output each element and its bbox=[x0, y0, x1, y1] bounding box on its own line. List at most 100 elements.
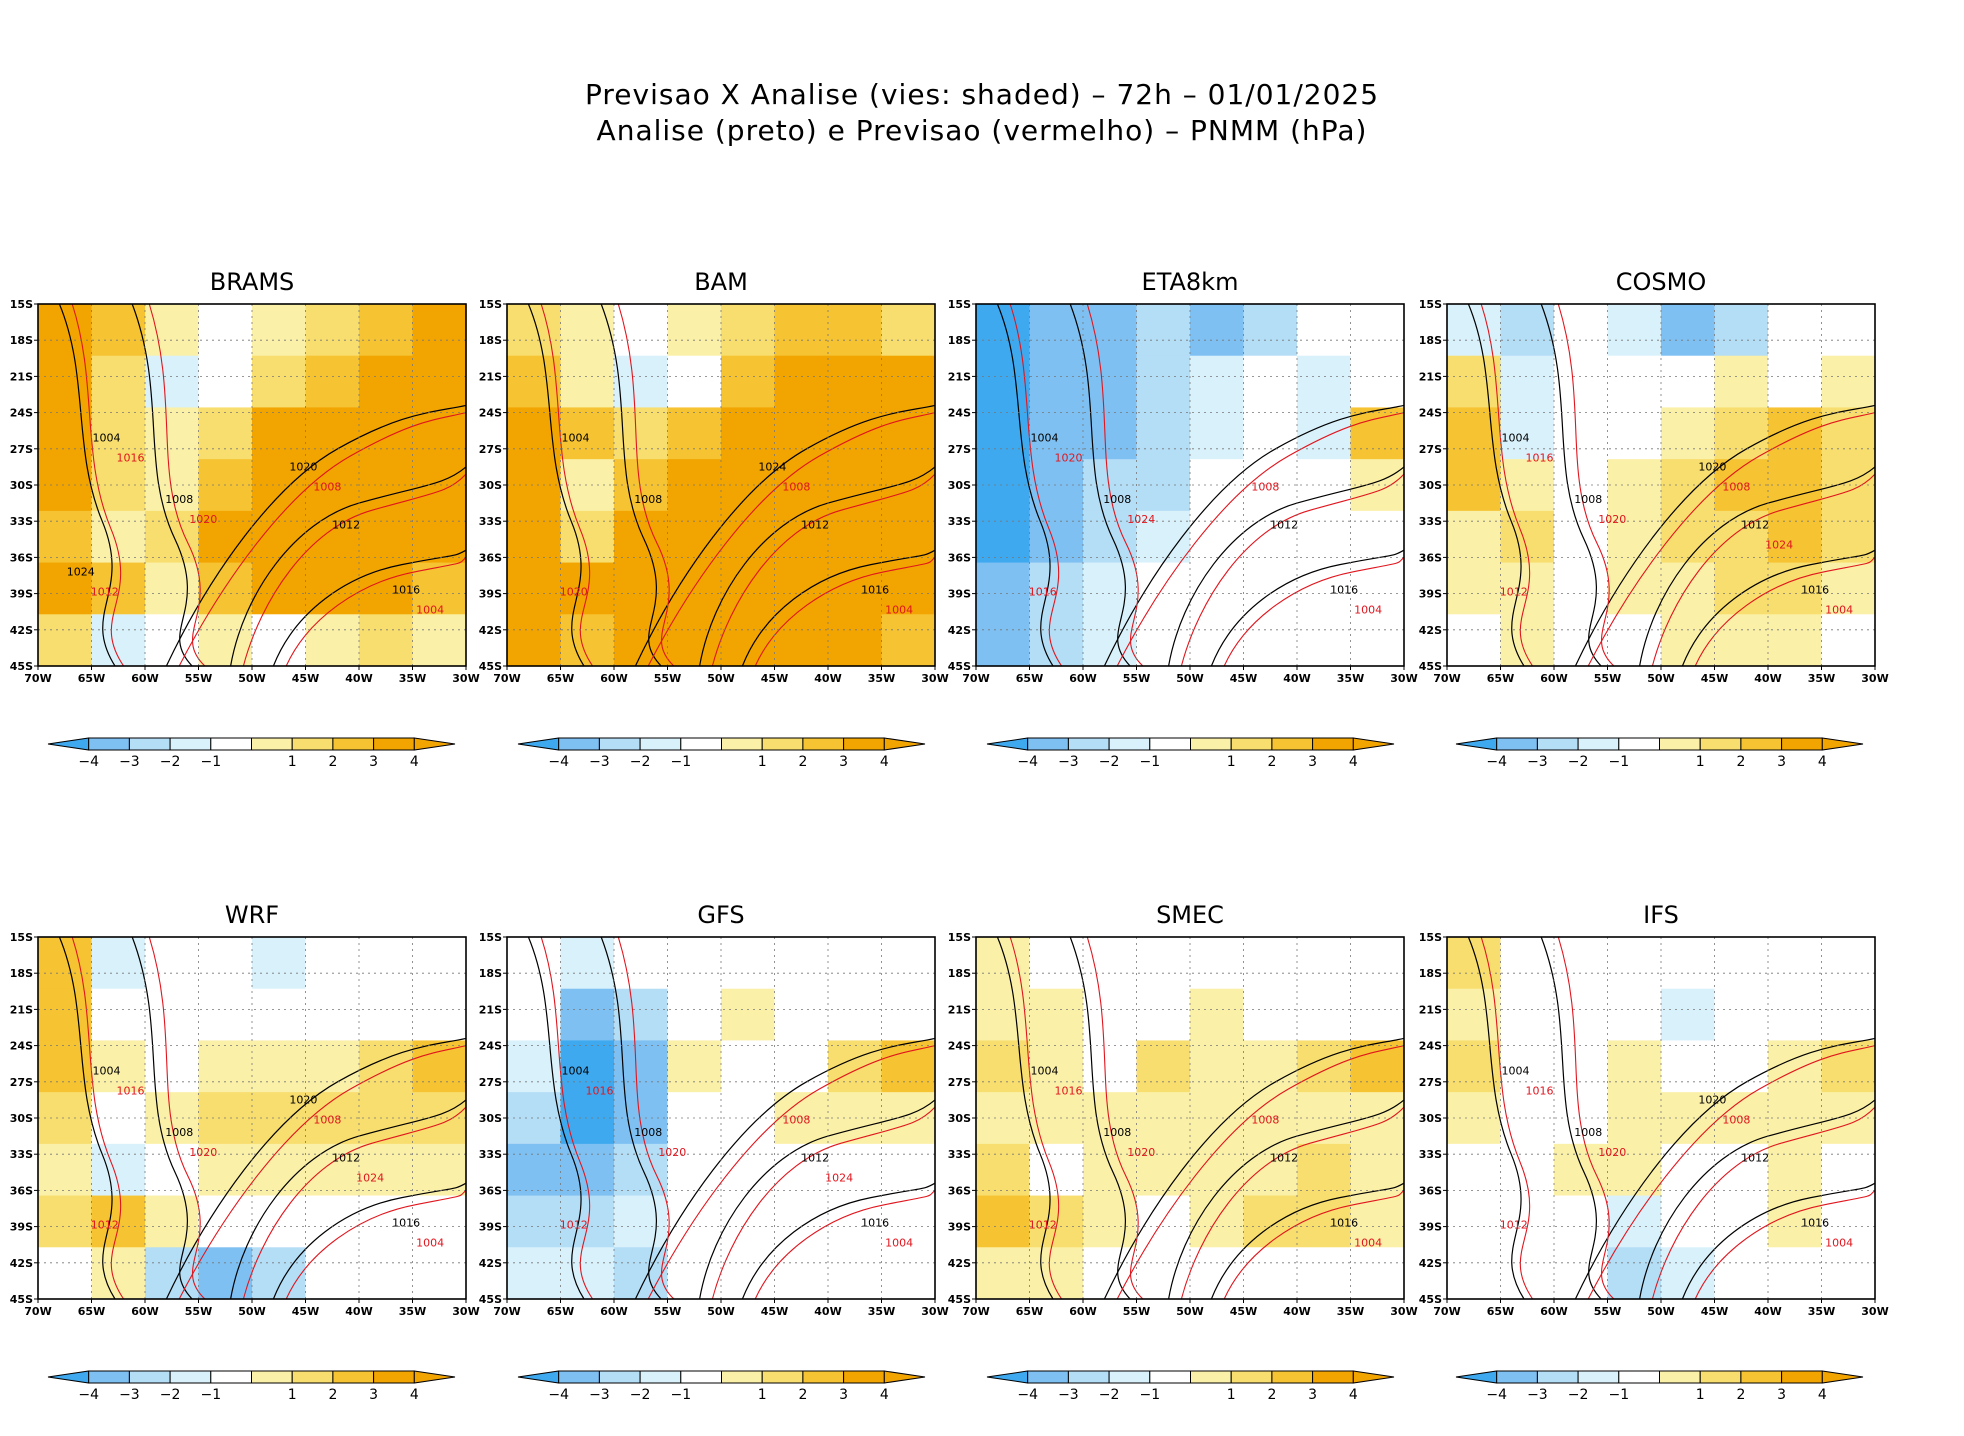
bias-cell bbox=[1768, 988, 1823, 1042]
bias-cell bbox=[1607, 1040, 1662, 1093]
bias-cell bbox=[198, 988, 253, 1042]
bias-cell bbox=[828, 937, 883, 990]
y-tick-label: 15S bbox=[1419, 298, 1442, 311]
colorbar-arrow-left bbox=[47, 1370, 90, 1384]
bias-cell bbox=[1607, 355, 1662, 409]
analysis-contour bbox=[634, 1037, 936, 1300]
bias-cell bbox=[412, 1247, 467, 1300]
bias-cell bbox=[774, 614, 829, 667]
analysis-contour bbox=[634, 404, 936, 667]
bias-cell bbox=[976, 937, 1031, 990]
analysis-contour bbox=[1467, 936, 1525, 1300]
y-tick-label: 42S bbox=[1419, 1257, 1442, 1270]
colorbar-tick-label: −3 bbox=[589, 754, 610, 770]
colorbar-tick-label: 3 bbox=[1777, 1387, 1786, 1403]
colorbar-tick-label: −3 bbox=[119, 1387, 140, 1403]
analysis-isobar-label: 1016 bbox=[861, 1217, 889, 1230]
bias-cell bbox=[412, 1040, 467, 1093]
bias-cell bbox=[1083, 614, 1138, 667]
forecast-isobar-label: 1020 bbox=[189, 513, 217, 526]
x-tick-label: 60W bbox=[1069, 672, 1096, 685]
x-tick-label: 40W bbox=[1283, 672, 1310, 685]
x-tick-label: 50W bbox=[707, 1305, 734, 1318]
colorbar-bin bbox=[802, 737, 845, 751]
x-tick-label: 70W bbox=[24, 1305, 51, 1318]
forecast-contour bbox=[754, 556, 936, 667]
y-tick-label: 33S bbox=[479, 1148, 502, 1161]
colorbar-tick-label: 3 bbox=[1308, 754, 1317, 770]
bias-cell bbox=[976, 562, 1031, 615]
colorbar-bin bbox=[1536, 1370, 1579, 1384]
bias-cell bbox=[359, 304, 414, 357]
analysis-isobar-label: 1004 bbox=[1030, 1065, 1058, 1078]
bias-cell bbox=[881, 1092, 936, 1145]
bias-cell bbox=[91, 562, 146, 615]
bias-cell bbox=[145, 614, 200, 667]
forecast-isobar-label: 1008 bbox=[1251, 481, 1279, 494]
forecast-isobar-label: 1004 bbox=[1354, 1237, 1382, 1250]
bias-cell bbox=[721, 304, 776, 357]
bias-cell bbox=[1554, 510, 1609, 564]
x-tick-label: 40W bbox=[1754, 672, 1781, 685]
analysis-isobar-label: 1016 bbox=[392, 1217, 420, 1230]
colorbar: −4 −3 −2 −1 1 2 3 4 bbox=[1455, 1370, 1864, 1403]
bias-cell bbox=[1447, 562, 1502, 615]
forecast-isobar-label: 1008 bbox=[782, 481, 810, 494]
bias-cell bbox=[145, 459, 200, 512]
bias-cell bbox=[38, 1143, 93, 1197]
y-tick-label: 24S bbox=[1419, 407, 1442, 420]
bias-cell bbox=[507, 1247, 562, 1300]
x-tick-label: 55W bbox=[1123, 672, 1150, 685]
colorbar: −4 −3 −2 −1 1 2 3 4 bbox=[986, 1370, 1395, 1403]
analysis-contour bbox=[1639, 1099, 1876, 1300]
bias-cell bbox=[1190, 562, 1245, 615]
y-tick-label: 36S bbox=[1419, 1184, 1442, 1197]
bias-cell bbox=[252, 1247, 307, 1300]
forecast-isobar-label: 1020 bbox=[1598, 1146, 1626, 1159]
x-tick-label: 50W bbox=[1647, 672, 1674, 685]
colorbar-bin bbox=[1108, 737, 1151, 751]
colorbar-tick-label: 4 bbox=[880, 754, 889, 770]
colorbar-bin bbox=[1618, 1370, 1661, 1384]
colorbar-bin bbox=[1312, 1370, 1354, 1384]
colorbar-bin bbox=[1271, 1370, 1314, 1384]
forecast-isobar-label: 1012 bbox=[1029, 1219, 1057, 1232]
bias-cell bbox=[774, 1195, 829, 1248]
analysis-isobar-label: 1024 bbox=[758, 461, 786, 474]
bias-cell bbox=[1500, 1195, 1555, 1248]
analysis-contour bbox=[1681, 1182, 1876, 1300]
colorbar-bin bbox=[373, 737, 415, 751]
colorbar-tick-label: 2 bbox=[1736, 754, 1745, 770]
forecast-contour bbox=[1009, 303, 1063, 667]
bias-cell bbox=[1554, 304, 1609, 357]
colorbar-arrow-right bbox=[1821, 737, 1864, 751]
bias-cell bbox=[38, 1092, 93, 1145]
analysis-isobar-label: 1012 bbox=[332, 1151, 360, 1164]
bias-cell bbox=[1297, 1247, 1352, 1300]
analysis-contour bbox=[165, 1037, 467, 1300]
bias-cell bbox=[1768, 562, 1823, 615]
forecast-contour bbox=[1116, 1045, 1405, 1300]
bias-cell bbox=[560, 304, 615, 357]
bias-cell bbox=[412, 510, 467, 564]
colorbar-arrow-left bbox=[1455, 1370, 1498, 1384]
colorbar-tick-label: −2 bbox=[1099, 754, 1120, 770]
bias-cell bbox=[560, 1092, 615, 1145]
analysis-isobar-label: 1012 bbox=[1270, 1151, 1298, 1164]
colorbar: −4 −3 −2 −1 1 2 3 4 bbox=[517, 737, 926, 770]
y-tick-label: 21S bbox=[479, 370, 502, 383]
colorbar-bin bbox=[1067, 737, 1110, 751]
forecast-isobar-label: 1008 bbox=[782, 1114, 810, 1127]
y-tick-label: 30S bbox=[479, 1112, 502, 1125]
y-tick-label: 30S bbox=[479, 479, 502, 492]
bias-cell bbox=[359, 510, 414, 564]
y-tick-label: 18S bbox=[10, 334, 33, 347]
bias-cell bbox=[1297, 1195, 1352, 1248]
y-tick-label: 18S bbox=[479, 967, 502, 980]
colorbar-bin bbox=[1027, 737, 1069, 751]
bias-cell bbox=[721, 1143, 776, 1197]
y-tick-label: 45S bbox=[10, 1293, 33, 1306]
colorbar-bin bbox=[1190, 737, 1232, 751]
bias-cell bbox=[252, 355, 307, 409]
bias-cell bbox=[1821, 937, 1876, 990]
